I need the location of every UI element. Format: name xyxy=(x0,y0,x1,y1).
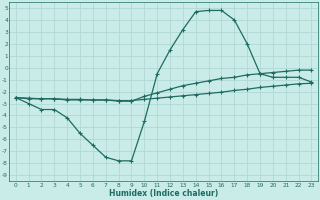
X-axis label: Humidex (Indice chaleur): Humidex (Indice chaleur) xyxy=(109,189,218,198)
